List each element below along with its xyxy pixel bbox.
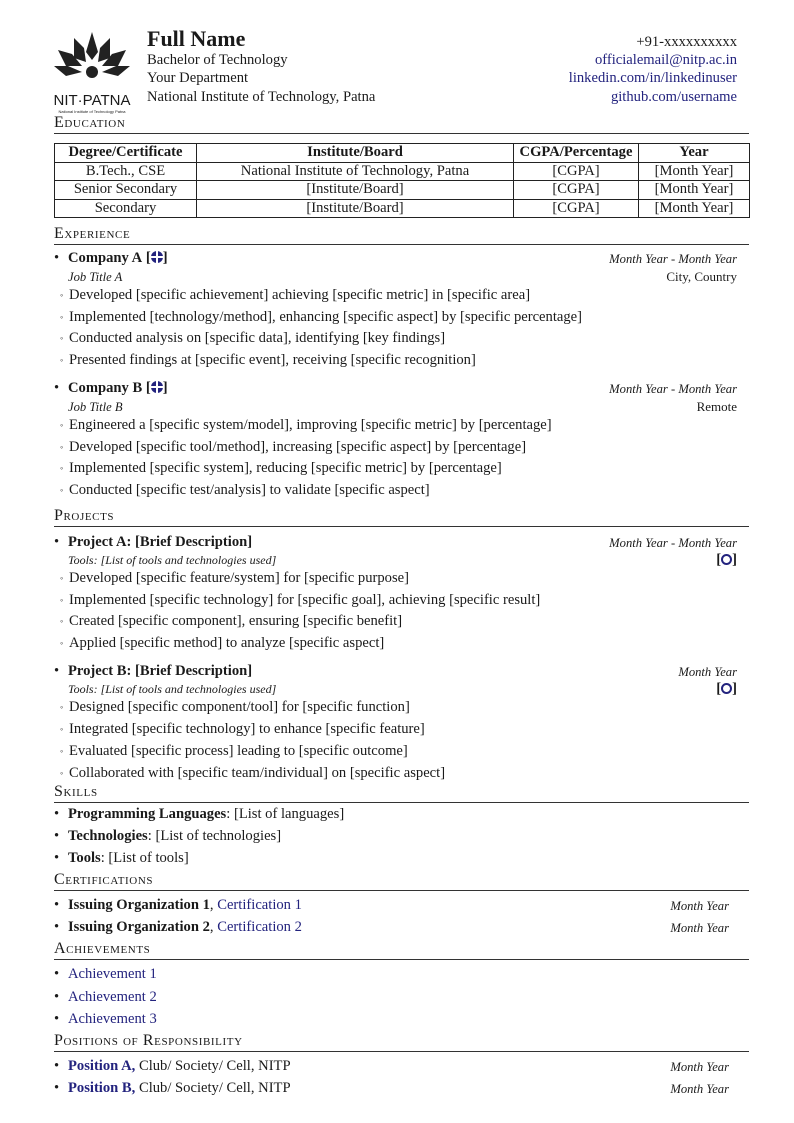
certification-date: Month Year bbox=[670, 921, 729, 935]
list-item: ◦ Conducted analysis on [specific data], … bbox=[60, 330, 446, 346]
position-item: • Position B, Club/ Society/ Cell, NITP bbox=[54, 1080, 291, 1096]
github-link[interactable]: github.com/username bbox=[610, 89, 737, 105]
achievement-item: • Achievement 3 bbox=[54, 1011, 157, 1027]
logo-emblem-icon bbox=[54, 32, 130, 78]
company-name: Company B bbox=[68, 380, 143, 396]
column-header: Year bbox=[638, 143, 750, 163]
project-github-link[interactable]: [] bbox=[716, 552, 737, 568]
table-row: B.Tech., CSE National Institute of Techn… bbox=[54, 161, 750, 181]
achievement-item: • Achievement 2 bbox=[54, 989, 157, 1005]
section-achievements-heading: Achievements bbox=[54, 940, 749, 960]
project-b: • Project B: [Brief Description] bbox=[54, 663, 253, 679]
department: Your Department bbox=[147, 70, 249, 86]
skill-item: • Programming Languages: [List of languag… bbox=[54, 806, 345, 822]
table-cell: [CGPA] bbox=[513, 198, 639, 218]
column-header: CGPA/Percentage bbox=[513, 143, 639, 163]
logo-subtext: National Institute of Technology Patna bbox=[58, 109, 126, 114]
position-date: Month Year bbox=[670, 1060, 729, 1074]
table-row: Secondary [Institute/Board] [CGPA] [Mont… bbox=[54, 198, 750, 218]
github-icon[interactable] bbox=[721, 683, 733, 694]
list-item: ◦ Integrated [specific technology] to enh… bbox=[60, 721, 425, 737]
list-item: ◦ Engineered a [specific system/model], i… bbox=[60, 417, 552, 433]
certification-item: • Issuing Organization 2, Certification 2 bbox=[54, 919, 302, 935]
column-header: Degree/Certificate bbox=[54, 143, 197, 163]
job-title: Job Title B bbox=[68, 400, 123, 414]
column-header: Institute/Board bbox=[196, 143, 514, 163]
project-tools: Tools: [List of tools and technologies u… bbox=[68, 553, 277, 567]
nitp-logo: NIT·PATNA National Institute of Technolo… bbox=[52, 30, 132, 114]
achievement-item: • Achievement 1 bbox=[54, 966, 157, 982]
degree: Bachelor of Technology bbox=[147, 52, 288, 68]
globe-icon[interactable] bbox=[150, 251, 163, 263]
section-skills-heading: Skills bbox=[54, 783, 749, 803]
table-cell: Secondary bbox=[54, 198, 197, 218]
table-cell: [Institute/Board] bbox=[196, 180, 514, 200]
list-item: ◦ Created [specific component], ensuring … bbox=[60, 613, 403, 629]
experience-company-b: • Company B [] bbox=[54, 380, 168, 396]
certification-link[interactable]: Certification 2 bbox=[217, 919, 302, 935]
table-cell: [CGPA] bbox=[513, 161, 639, 181]
skill-item: • Technologies: [List of technologies] bbox=[54, 828, 282, 844]
experience-company-a: • Company A [] bbox=[54, 250, 168, 266]
table-cell: [Institute/Board] bbox=[196, 198, 514, 218]
company-name: Company A bbox=[68, 250, 143, 266]
linkedin-link[interactable]: linkedin.com/in/linkedinuser bbox=[568, 70, 737, 86]
skill-item: • Tools: [List of tools] bbox=[54, 850, 189, 866]
list-item: ◦ Evaluated [specific process] leading to… bbox=[60, 743, 408, 759]
list-item: ◦ Designed [specific component/tool] for … bbox=[60, 699, 410, 715]
section-education-heading: Education bbox=[54, 114, 749, 134]
section-positions-heading: Positions of Responsibility bbox=[54, 1032, 749, 1052]
certification-item: • Issuing Organization 1, Certification 1 bbox=[54, 897, 302, 913]
table-cell: National Institute of Technology, Patna bbox=[196, 161, 514, 181]
list-item: ◦ Developed [specific feature/system] for… bbox=[60, 570, 409, 586]
education-table: Degree/Certificate Institute/Board CGPA/… bbox=[54, 143, 750, 218]
list-item: ◦ Applied [specific method] to analyze [s… bbox=[60, 635, 385, 651]
certification-date: Month Year bbox=[670, 899, 729, 913]
section-projects-heading: Projects bbox=[54, 507, 749, 527]
full-name: Full Name bbox=[147, 26, 246, 51]
job-title: Job Title A bbox=[68, 270, 123, 284]
table-cell: [Month Year] bbox=[638, 180, 750, 200]
institute: National Institute of Technology, Patna bbox=[147, 89, 376, 105]
list-item: ◦ Implemented [specific technology] for [… bbox=[60, 592, 541, 608]
project-dates: Month Year - Month Year bbox=[609, 536, 737, 550]
list-item: ◦ Collaborated with [specific team/indivi… bbox=[60, 765, 446, 781]
phone: +91-xxxxxxxxxx bbox=[636, 34, 737, 50]
list-item: ◦ Implemented [technology/method], enhanc… bbox=[60, 309, 582, 325]
table-row: Senior Secondary [Institute/Board] [CGPA… bbox=[54, 180, 750, 200]
experience-dates: Month Year - Month Year bbox=[609, 252, 737, 266]
list-item: ◦ Presented findings at [specific event],… bbox=[60, 352, 476, 368]
position-date: Month Year bbox=[670, 1082, 729, 1096]
table-cell: [Month Year] bbox=[638, 198, 750, 218]
job-location: City, Country bbox=[666, 269, 737, 284]
list-item: ◦ Conducted [specific test/analysis] to v… bbox=[60, 482, 430, 498]
experience-dates: Month Year - Month Year bbox=[609, 382, 737, 396]
list-item: ◦ Implemented [specific system], reducing… bbox=[60, 460, 502, 476]
position-item: • Position A, Club/ Society/ Cell, NITP bbox=[54, 1058, 291, 1074]
table-cell: B.Tech., CSE bbox=[54, 161, 197, 181]
project-a: • Project A: [Brief Description] bbox=[54, 534, 253, 550]
table-cell: Senior Secondary bbox=[54, 180, 197, 200]
list-item: ◦ Developed [specific tool/method], incre… bbox=[60, 439, 527, 455]
section-experience-heading: Experience bbox=[54, 225, 749, 245]
project-dates: Month Year bbox=[678, 665, 737, 679]
section-certifications-heading: Certifications bbox=[54, 871, 749, 891]
certification-link[interactable]: Certification 1 bbox=[217, 897, 302, 913]
email-link[interactable]: officialemail@nitp.ac.in bbox=[594, 52, 737, 68]
table-header-row: Degree/Certificate Institute/Board CGPA/… bbox=[54, 143, 750, 163]
list-item: ◦ Developed [specific achievement] achiev… bbox=[60, 287, 531, 303]
github-icon[interactable] bbox=[721, 554, 733, 565]
job-location: Remote bbox=[696, 399, 737, 414]
globe-icon[interactable] bbox=[150, 381, 163, 393]
project-github-link[interactable]: [] bbox=[716, 681, 737, 697]
table-cell: [CGPA] bbox=[513, 180, 639, 200]
project-tools: Tools: [List of tools and technologies u… bbox=[68, 682, 277, 696]
logo-text: NIT·PATNA bbox=[53, 92, 131, 109]
table-cell: [Month Year] bbox=[638, 161, 750, 181]
